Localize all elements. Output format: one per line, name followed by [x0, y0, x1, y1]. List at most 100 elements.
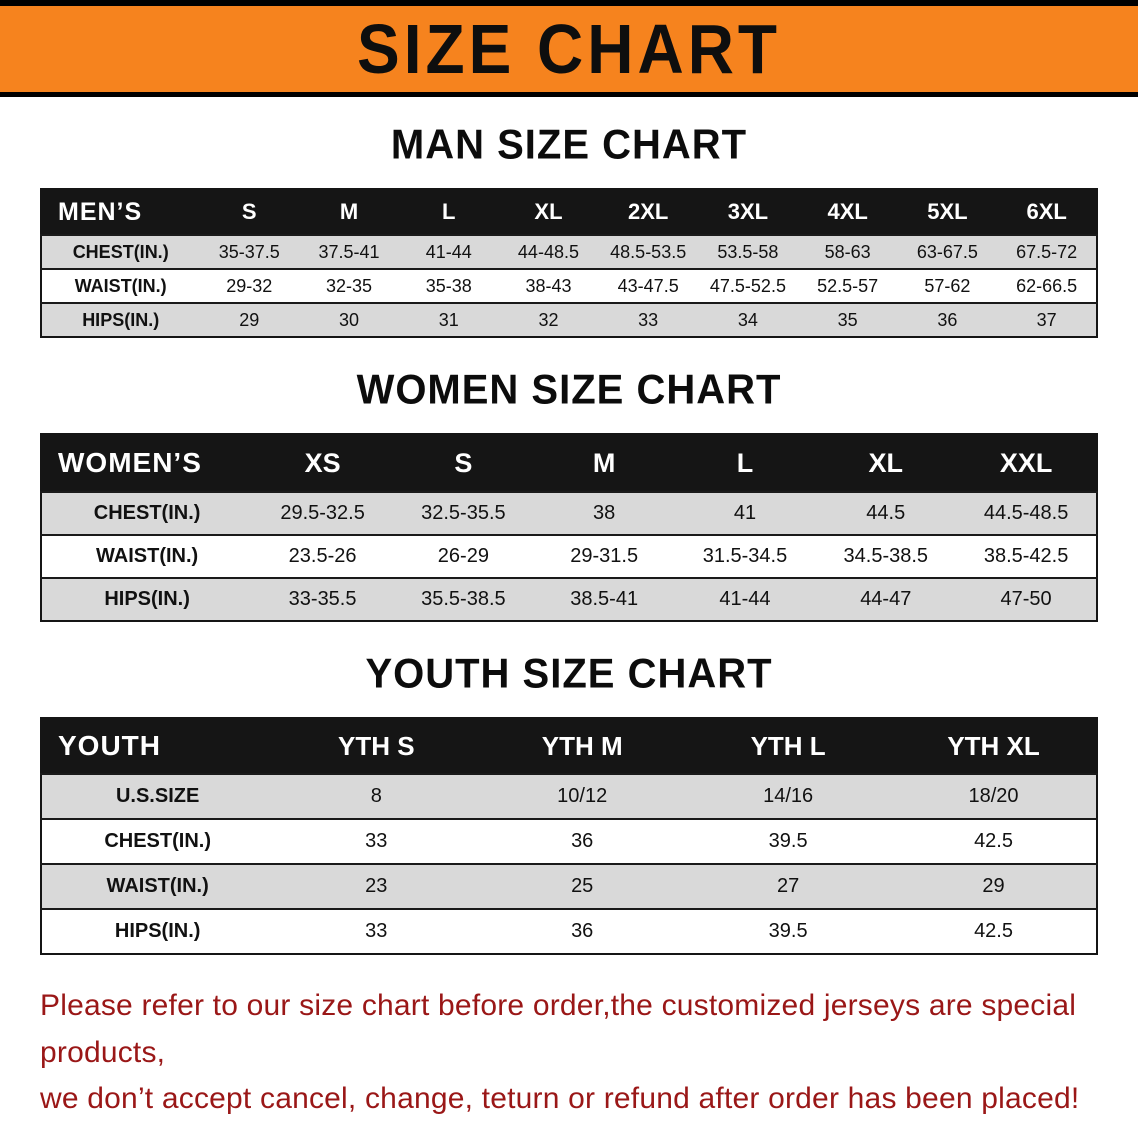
- value-cell: 10/12: [557, 785, 608, 807]
- value-cell: 35-38: [425, 275, 472, 296]
- column-header: M: [533, 434, 675, 492]
- value-cell: 36: [571, 920, 594, 942]
- value-cell: 35.5-38.5: [421, 588, 506, 610]
- table-row: HIPS(IN.) 29 30 31 32 33 34 35 36 37: [41, 303, 1097, 337]
- value-cell: 32-35: [325, 275, 373, 296]
- column-header: YTH M: [479, 718, 686, 774]
- value-cell: 42.5: [974, 920, 1013, 942]
- table-title: WOMEN’S: [41, 434, 253, 492]
- value-cell: 18/20: [968, 785, 1019, 807]
- row-label: HIPS(IN.): [114, 920, 201, 942]
- column-header: 4XL: [797, 189, 898, 235]
- value-cell: 36: [571, 830, 594, 852]
- value-cell: 33: [365, 920, 388, 942]
- footer-note-line2: we don’t accept cancel, change, teturn o…: [40, 1082, 1080, 1115]
- value-cell: 29-31.5: [570, 545, 639, 567]
- value-cell: 26-29: [437, 545, 489, 567]
- section-women-size-chart: WOMEN SIZE CHART WOMEN’S XS S M L XL XXL CHEST(…: [0, 366, 1138, 622]
- women-size-table: WOMEN’S XS S M L XL XXL CHEST(IN.) 29.5-32.5 32.5…: [40, 433, 1098, 622]
- table-row: WAIST(IN.) 23.5-26 26-29 29-31.5 31.5-34.5 34…: [41, 535, 1097, 578]
- value-cell: 38-43: [525, 275, 572, 296]
- value-cell: 23: [365, 875, 388, 897]
- value-cell: 35: [837, 309, 858, 330]
- value-cell: 32: [538, 309, 559, 330]
- row-label: WAIST(IN.): [74, 275, 167, 296]
- value-cell: 48.5-53.5: [610, 241, 687, 262]
- value-cell: 44-47: [860, 588, 912, 610]
- value-cell: 31.5-34.5: [702, 545, 788, 567]
- value-cell: 62-66.5: [1016, 275, 1078, 296]
- header-row: WOMEN’S XS S M L XL XXL: [41, 434, 1097, 492]
- value-cell: 44-48.5: [517, 241, 579, 262]
- column-header: L: [398, 189, 499, 235]
- column-header: YTH XL: [891, 718, 1097, 774]
- row-label: CHEST(IN.): [104, 830, 211, 852]
- value-cell: 47.5-52.5: [709, 275, 786, 296]
- men-size-table: MEN’S S M L XL 2XL 3XL 4XL 5XL 6XL CHEST(IN.) 35-37…: [40, 188, 1098, 338]
- value-cell: 34: [737, 309, 758, 330]
- value-cell: 33: [365, 830, 388, 852]
- row-label: WAIST(IN.): [106, 875, 209, 897]
- value-cell: 37.5-41: [318, 241, 380, 262]
- value-cell: 63-67.5: [916, 241, 978, 262]
- value-cell: 35-37.5: [218, 241, 280, 262]
- row-label: HIPS(IN.): [82, 309, 160, 330]
- value-cell: 32.5-35.5: [421, 502, 506, 524]
- footer-note-line1: Please refer to our size chart before or…: [40, 989, 1077, 1069]
- row-label: WAIST(IN.): [95, 545, 199, 567]
- value-cell: 47-50: [1000, 588, 1052, 610]
- table-row: CHEST(IN.) 35-37.5 37.5-41 41-44 44-48.5 48.5…: [41, 235, 1097, 269]
- value-cell: 30: [338, 309, 359, 330]
- footer-note: Please refer to our size chart before or…: [40, 983, 1098, 1123]
- table-title: MEN’S: [41, 189, 200, 235]
- value-cell: 8: [370, 785, 382, 807]
- column-header: XXL: [956, 434, 1097, 492]
- table-title: YOUTH: [41, 718, 274, 774]
- page-title: SIZE CHART: [357, 10, 781, 88]
- value-cell: 38.5-42.5: [983, 545, 1069, 567]
- value-cell: 25: [571, 875, 594, 897]
- value-cell: 43-47.5: [617, 275, 679, 296]
- women-size-chart-heading: WOMEN SIZE CHART: [356, 366, 782, 414]
- column-header: 5XL: [897, 189, 998, 235]
- value-cell: 39.5: [768, 830, 808, 852]
- youth-size-table-container: YOUTH YTH S YTH M YTH L YTH XL U.S.SIZE 8 10/12…: [40, 717, 1098, 955]
- table-row: HIPS(IN.) 33 36 39.5 42.5: [41, 909, 1097, 954]
- banner: SIZE CHART: [0, 0, 1138, 97]
- value-cell: 29: [982, 875, 1005, 897]
- value-cell: 36: [937, 309, 958, 330]
- value-cell: 27: [776, 875, 800, 897]
- value-cell: 33: [638, 309, 659, 330]
- value-cell: 67.5-72: [1016, 241, 1078, 262]
- value-cell: 39.5: [768, 920, 808, 942]
- header-row: YOUTH YTH S YTH M YTH L YTH XL: [41, 718, 1097, 774]
- column-header: YTH S: [273, 718, 480, 774]
- section-man-size-chart: MAN SIZE CHART MEN’S S M L XL 2XL 3XL 4XL 5XL 6XL…: [0, 121, 1138, 338]
- value-cell: 52.5-57: [817, 275, 879, 296]
- column-header: XL: [498, 189, 599, 235]
- column-header: YTH L: [685, 718, 892, 774]
- row-label: CHEST(IN.): [72, 241, 169, 262]
- value-cell: 14/16: [763, 785, 814, 807]
- table-row: CHEST(IN.) 33 36 39.5 42.5: [41, 819, 1097, 864]
- youth-size-chart-heading: YOUTH SIZE CHART: [365, 650, 773, 698]
- value-cell: 37: [1036, 309, 1057, 330]
- value-cell: 57-62: [924, 275, 971, 296]
- man-size-chart-heading: MAN SIZE CHART: [390, 121, 748, 169]
- row-label: U.S.SIZE: [115, 785, 200, 807]
- men-size-table-container: MEN’S S M L XL 2XL 3XL 4XL 5XL 6XL CHEST(IN.) 35-37…: [40, 188, 1098, 338]
- column-header: S: [392, 434, 534, 492]
- value-cell: 34.5-38.5: [843, 545, 929, 567]
- youth-size-table: YOUTH YTH S YTH M YTH L YTH XL U.S.SIZE 8 10/12…: [40, 717, 1098, 955]
- table-row: HIPS(IN.) 33-35.5 35.5-38.5 38.5-41 41-44 44-…: [41, 578, 1097, 621]
- value-cell: 44.5-48.5: [983, 502, 1069, 524]
- table-row: WAIST(IN.) 29-32 32-35 35-38 38-43 43-47.5 47.…: [41, 269, 1097, 303]
- table-row: CHEST(IN.) 29.5-32.5 32.5-35.5 38 41 44.5 44.5…: [41, 492, 1097, 535]
- value-cell: 29-32: [226, 275, 273, 296]
- value-cell: 41-44: [719, 588, 771, 610]
- column-header: 2XL: [598, 189, 699, 235]
- value-cell: 53.5-58: [717, 241, 779, 262]
- value-cell: 33-35.5: [288, 588, 357, 610]
- row-label: HIPS(IN.): [104, 588, 190, 610]
